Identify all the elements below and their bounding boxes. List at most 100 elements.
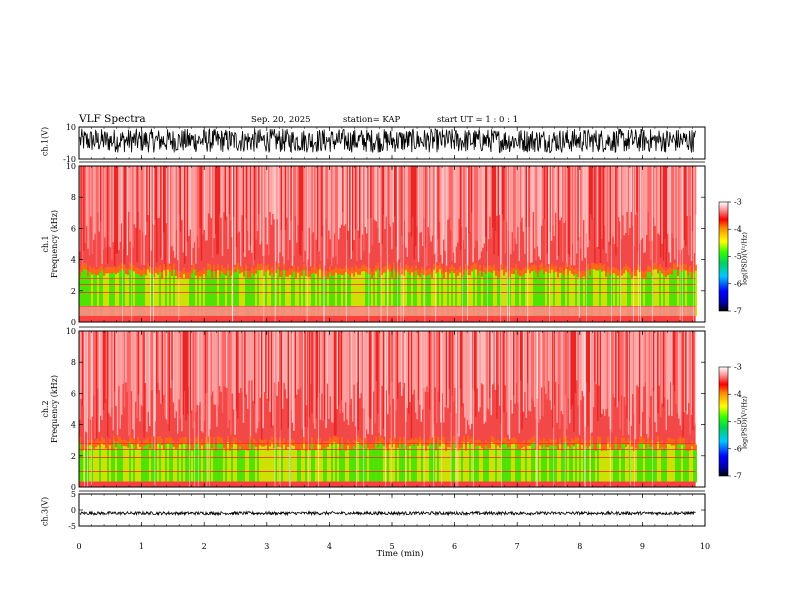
spec-column [269, 331, 271, 413]
spec-band-core [107, 273, 109, 316]
spec-band-core [297, 272, 299, 316]
spec-column [604, 331, 606, 416]
spec-band-core [81, 272, 83, 316]
spec-column [335, 331, 337, 436]
spec-column [581, 331, 583, 391]
spec-column [94, 166, 96, 234]
spec-column [468, 166, 470, 234]
spec-band-core [525, 273, 527, 316]
spec-band-core [503, 275, 505, 316]
spec-band-core [511, 444, 513, 483]
spec-column [580, 331, 582, 401]
spec-band-core [351, 449, 353, 483]
spec-column [104, 331, 106, 404]
spec-column [626, 166, 628, 212]
spec-band-core [145, 445, 147, 483]
spec-band-core [213, 271, 215, 316]
spec-band-core [291, 445, 293, 483]
spec-column [315, 166, 317, 240]
spec-band-core [147, 443, 149, 483]
spec-band-core [227, 270, 229, 316]
spec-column [493, 331, 495, 383]
spec-column [542, 331, 544, 417]
spec-band-core [599, 442, 601, 483]
spec-column [451, 166, 453, 262]
ch3-waveform-panel [78, 493, 706, 527]
spec-column [354, 331, 357, 427]
spec-column [136, 166, 138, 263]
spec-column [210, 166, 212, 219]
spec-column [321, 166, 323, 237]
spec-band-core [179, 277, 181, 316]
colorbar-tick-label: -3 [734, 198, 742, 207]
spec-column [270, 166, 273, 225]
spec-band-core [273, 448, 275, 483]
spec-band-core [203, 449, 205, 483]
spec-band-core [383, 446, 385, 483]
spec-band-core [571, 445, 573, 483]
spec-column [129, 331, 131, 437]
spec-column [178, 331, 180, 400]
spec-column [688, 331, 690, 404]
spec-column [238, 331, 240, 394]
spec-band-core [253, 445, 255, 483]
spec-band-core [555, 445, 557, 483]
spec-column [403, 331, 406, 383]
spec-band-core [483, 271, 485, 316]
spec-band-core [169, 272, 171, 316]
spec-column [616, 166, 618, 248]
spec-band-core [341, 275, 343, 316]
spec-band-core [631, 277, 633, 316]
spec-band-core [505, 443, 507, 483]
spec-column [567, 166, 569, 255]
spec-column [126, 331, 128, 392]
spec-band-core [537, 276, 539, 316]
spec-column [297, 331, 299, 390]
spec-column [570, 331, 572, 410]
start-time-label: start UT = 1 : 0 : 1 [437, 115, 519, 125]
spec-column [650, 166, 652, 260]
spec-band-core [451, 271, 453, 316]
spec-band-core [237, 450, 239, 483]
spec-band-core [207, 442, 209, 483]
spec-column [189, 166, 191, 230]
spec-column [108, 166, 110, 247]
spec-band-core [429, 443, 431, 483]
x-tick-label: 10 [700, 542, 710, 551]
spec-column [301, 331, 303, 430]
spec-column [399, 331, 401, 383]
spec-column [245, 166, 247, 219]
spec-column [538, 166, 540, 257]
spec-column [385, 331, 387, 391]
spec-band-core [321, 450, 323, 483]
spec-column [443, 331, 445, 423]
spec-column [151, 331, 154, 390]
spec-column [454, 166, 456, 263]
spec-column [413, 331, 415, 390]
spec-band-core [313, 273, 315, 316]
spec-band-core [669, 444, 671, 483]
spec-column [486, 331, 488, 408]
spec-band-core [259, 445, 261, 483]
spec-band-core [343, 449, 345, 483]
spec-column [431, 166, 434, 236]
spec-column [293, 331, 295, 431]
spec-band-core [691, 277, 693, 316]
spec-column [616, 331, 618, 408]
spec-band-core [189, 277, 191, 316]
spec-column [672, 331, 674, 386]
spec-column [170, 331, 172, 388]
spec-column [188, 166, 190, 237]
spec-band-core [495, 275, 497, 316]
spec-column [322, 166, 324, 226]
spec-column [444, 166, 446, 251]
spec-column [654, 166, 656, 226]
spec-band-core [209, 443, 211, 483]
spec-band-core [335, 272, 337, 316]
spec-column [345, 331, 347, 403]
spec-column [357, 166, 359, 231]
spec-column [564, 166, 567, 221]
colorbar-1-bar [718, 201, 729, 312]
spec-column [101, 166, 103, 264]
spec-column [531, 166, 533, 263]
